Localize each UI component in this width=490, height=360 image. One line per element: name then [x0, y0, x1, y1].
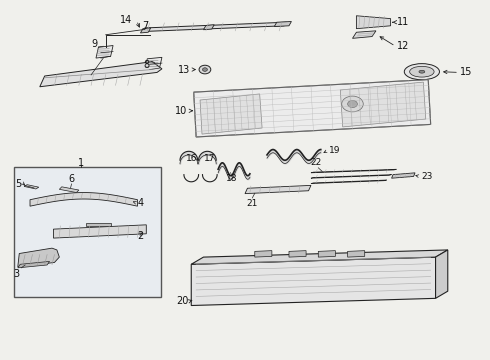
Polygon shape [311, 180, 387, 184]
Polygon shape [200, 94, 262, 134]
Text: 7: 7 [142, 21, 148, 31]
Polygon shape [203, 25, 214, 30]
Circle shape [199, 65, 211, 74]
Polygon shape [436, 250, 448, 298]
Polygon shape [96, 45, 113, 58]
Text: 17: 17 [204, 154, 216, 163]
Text: 2: 2 [138, 231, 144, 240]
Text: 5: 5 [16, 179, 22, 189]
Ellipse shape [410, 66, 434, 77]
Polygon shape [255, 251, 272, 257]
Polygon shape [40, 62, 162, 87]
Polygon shape [24, 185, 39, 189]
Polygon shape [340, 82, 426, 127]
Polygon shape [59, 187, 79, 193]
Text: 22: 22 [310, 158, 321, 167]
Text: 20: 20 [176, 296, 189, 306]
Polygon shape [143, 22, 287, 32]
Polygon shape [311, 169, 396, 173]
Polygon shape [392, 173, 415, 178]
Circle shape [347, 100, 357, 108]
Polygon shape [191, 257, 436, 306]
Text: 6: 6 [69, 174, 74, 184]
Polygon shape [352, 31, 376, 39]
Polygon shape [145, 57, 162, 69]
Text: 19: 19 [329, 146, 341, 155]
Text: 11: 11 [396, 17, 409, 27]
Polygon shape [194, 80, 431, 137]
Text: 14: 14 [121, 15, 133, 26]
Polygon shape [274, 22, 292, 27]
Text: 8: 8 [144, 59, 150, 69]
Text: 12: 12 [396, 41, 409, 51]
Polygon shape [289, 251, 306, 257]
Polygon shape [141, 28, 151, 33]
Ellipse shape [419, 70, 425, 73]
Polygon shape [191, 250, 448, 264]
Polygon shape [245, 185, 311, 194]
Text: 18: 18 [225, 174, 237, 183]
Polygon shape [356, 16, 391, 29]
Polygon shape [318, 251, 335, 257]
Text: 9: 9 [92, 40, 98, 49]
Polygon shape [18, 261, 49, 268]
Text: 3: 3 [13, 269, 19, 279]
Text: 23: 23 [421, 172, 432, 181]
Text: 13: 13 [177, 64, 190, 75]
Circle shape [342, 96, 363, 112]
Text: 1: 1 [78, 158, 84, 168]
Text: 15: 15 [460, 67, 472, 77]
Ellipse shape [404, 64, 440, 80]
Polygon shape [347, 251, 365, 257]
Polygon shape [311, 175, 392, 178]
Text: 10: 10 [175, 106, 187, 116]
Circle shape [202, 68, 207, 71]
Text: 21: 21 [246, 199, 258, 208]
Polygon shape [30, 193, 138, 206]
Bar [14, 167, 161, 297]
Polygon shape [86, 223, 111, 226]
Polygon shape [53, 225, 147, 238]
Text: 16: 16 [186, 154, 197, 163]
Polygon shape [18, 248, 59, 267]
Text: 4: 4 [138, 198, 144, 208]
